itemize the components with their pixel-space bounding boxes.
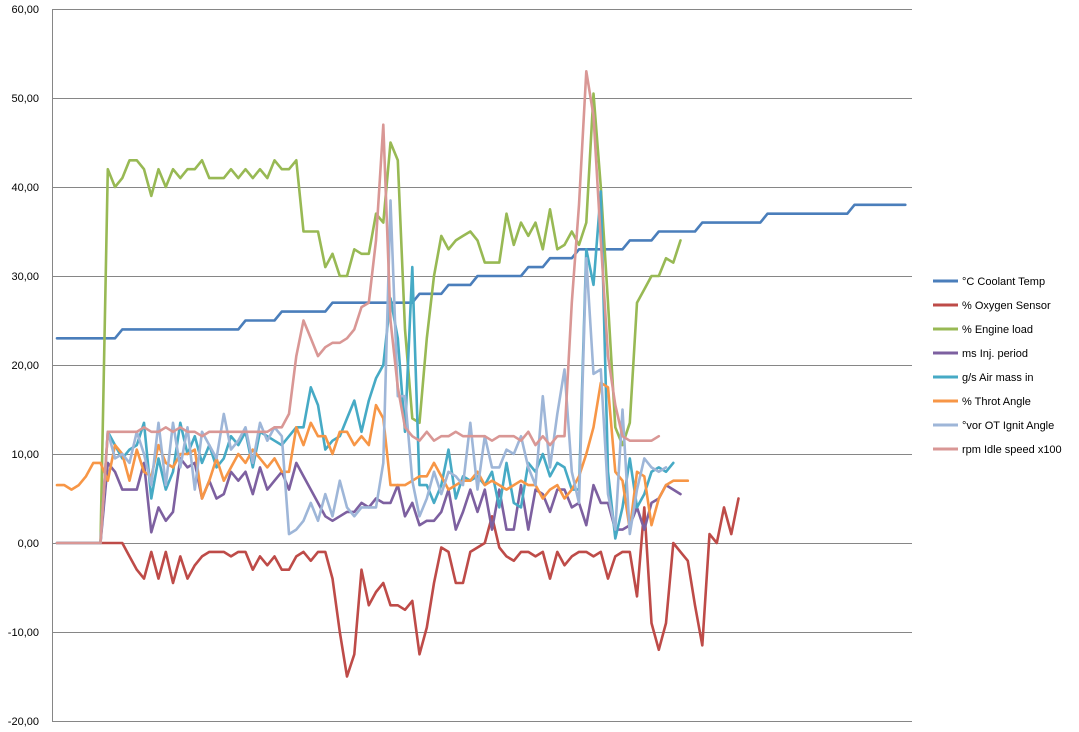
legend-label-0: °C Coolant Temp [962, 276, 1045, 288]
series-line-7 [55, 70, 661, 545]
legend: °C Coolant Temp % Oxygen Sensor % Engine l… [933, 276, 1062, 456]
series-line-4 [55, 190, 675, 545]
legend-label-5: % Throt Angle [962, 396, 1031, 408]
y-tick-label-7: 50,00 [11, 93, 39, 105]
y-tick-label-5: 30,00 [11, 271, 39, 283]
y-tick-label-6: 40,00 [11, 182, 39, 194]
legend-label-7: rpm Idle speed x100 [962, 444, 1062, 456]
legend-label-6: °vor OT Ignit Angle [962, 420, 1054, 432]
legend-label-2: % Engine load [962, 324, 1033, 336]
series-lines [55, 70, 907, 678]
series-line-0 [55, 203, 907, 340]
series-line-3 [55, 457, 682, 545]
gridlines [52, 9, 912, 722]
y-tick-label-1: -10,00 [8, 627, 39, 639]
legend-label-1: % Oxygen Sensor [962, 300, 1051, 312]
y-tick-label-4: 20,00 [11, 360, 39, 372]
y-tick-label-8: 60,00 [11, 4, 39, 16]
legend-label-4: g/s Air mass in [962, 372, 1034, 384]
series-line-1 [55, 497, 740, 678]
y-tick-label-0: -20,00 [8, 716, 39, 728]
y-tick-label-3: 10,00 [11, 449, 39, 461]
y-axis-ticks: -20,00 -10,00 0,00 10,00 20,00 30,00 40,00 50,0… [8, 4, 39, 728]
y-tick-label-2: 0,00 [18, 538, 39, 550]
series-line-6 [55, 199, 668, 545]
legend-label-3: ms Inj. period [962, 348, 1028, 360]
